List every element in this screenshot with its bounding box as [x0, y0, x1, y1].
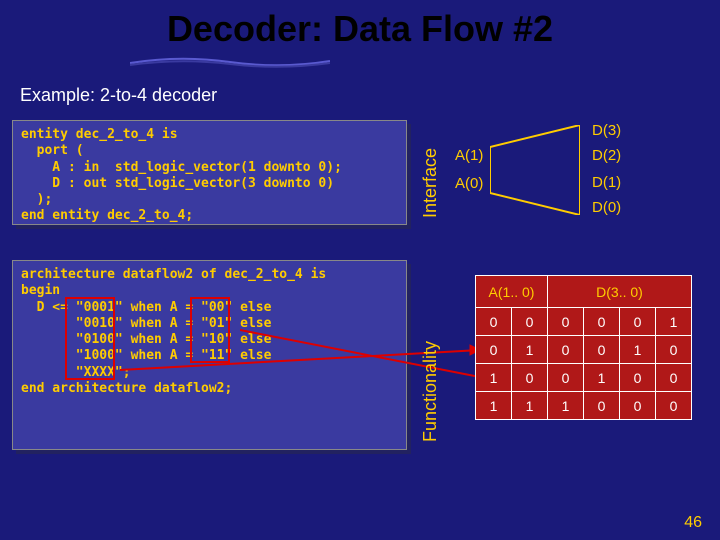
table-cell: 0 [620, 392, 656, 420]
table-cell: 1 [476, 364, 512, 392]
table-cell: 0 [584, 336, 620, 364]
truth-table: A(1.. 0) D(3.. 0) 0000010100101001001110… [475, 275, 692, 420]
table-row: 010010 [476, 336, 692, 364]
subtitle: Example: 2-to-4 decoder [20, 85, 217, 106]
decoder-symbol [490, 125, 580, 215]
output-d1: D(1) [592, 174, 621, 191]
title-underline [130, 55, 330, 69]
table-row: 000001 [476, 308, 692, 336]
output-d0: D(0) [592, 199, 621, 216]
label-interface: Interface [420, 148, 441, 218]
table-cell: 0 [548, 364, 584, 392]
table-cell: 1 [584, 364, 620, 392]
input-a0: A(0) [455, 175, 483, 192]
table-cell: 1 [620, 336, 656, 364]
label-functionality: Functionality [420, 341, 441, 442]
arrow-to-a-column [120, 310, 500, 410]
table-cell: 0 [620, 364, 656, 392]
th-a: A(1.. 0) [476, 276, 548, 308]
table-cell: 0 [476, 336, 512, 364]
table-cell: 0 [620, 308, 656, 336]
table-cell: 1 [476, 392, 512, 420]
table-cell: 1 [512, 392, 548, 420]
page-number: 46 [684, 514, 702, 532]
table-cell: 0 [584, 392, 620, 420]
table-cell: 0 [512, 308, 548, 336]
table-cell: 1 [512, 336, 548, 364]
input-a1: A(1) [455, 147, 483, 164]
table-cell: 0 [512, 364, 548, 392]
code-entity: entity dec_2_to_4 is port ( A : in std_l… [12, 120, 407, 225]
table-cell: 0 [656, 336, 692, 364]
table-cell: 0 [476, 308, 512, 336]
th-d: D(3.. 0) [548, 276, 692, 308]
output-d2: D(2) [592, 147, 621, 164]
table-cell: 0 [548, 308, 584, 336]
highlight-entity-values [65, 297, 115, 380]
table-row: 111000 [476, 392, 692, 420]
output-d3: D(3) [592, 122, 621, 139]
table-cell: 0 [584, 308, 620, 336]
table-cell: 0 [656, 364, 692, 392]
slide-title: Decoder: Data Flow #2 [0, 0, 720, 50]
table-cell: 0 [656, 392, 692, 420]
table-cell: 0 [548, 336, 584, 364]
table-row: 100100 [476, 364, 692, 392]
table-cell: 1 [548, 392, 584, 420]
table-cell: 1 [656, 308, 692, 336]
